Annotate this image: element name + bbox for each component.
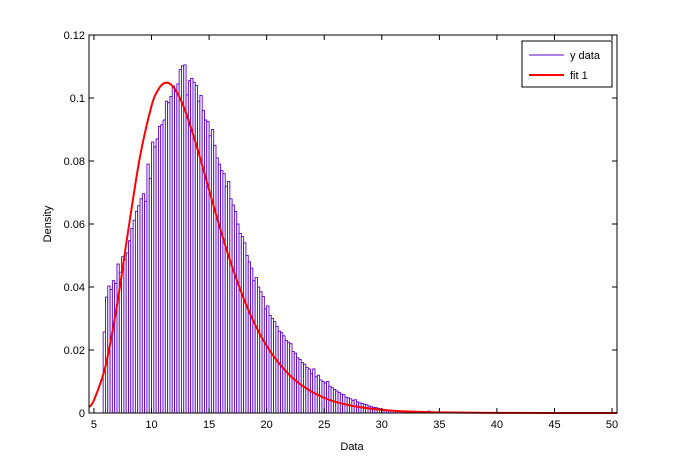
y-tick-label: 0.1 xyxy=(70,93,85,105)
y-tick-label: 0.08 xyxy=(64,156,85,168)
y-tick-label: 0.06 xyxy=(64,219,85,231)
x-tick-label: 30 xyxy=(376,419,388,431)
x-tick-label: 15 xyxy=(203,419,215,431)
y-tick-label: 0 xyxy=(79,408,85,420)
x-tick-label: 25 xyxy=(318,419,330,431)
x-axis-label: Data xyxy=(340,441,364,453)
x-tick-label: 45 xyxy=(548,419,560,431)
x-tick-label: 10 xyxy=(145,419,157,431)
y-tick-label: 0.02 xyxy=(64,345,85,357)
x-tick-label: 35 xyxy=(433,419,445,431)
legend[interactable]: y data fit 1 xyxy=(521,40,613,88)
axis-ticks: 5 10 15 20 25 30 35 40 45 50 0 0.02 0.04 0.06 0.08 0.1 0… xyxy=(64,30,619,431)
x-tick-label: 20 xyxy=(261,419,273,431)
legend-box xyxy=(521,40,613,88)
legend-label-fit: fit 1 xyxy=(570,70,588,82)
legend-label-y-data: y data xyxy=(570,50,601,62)
fit-curve xyxy=(88,81,618,414)
x-tick-label: 40 xyxy=(491,419,503,431)
y-axis-label: Density xyxy=(42,205,54,242)
y-tick-label: 0.04 xyxy=(64,282,85,294)
x-tick-label: 5 xyxy=(91,419,97,431)
y-tick-label: 0.12 xyxy=(64,30,85,42)
plot-area: 5 10 15 20 25 30 35 40 45 50 0 0.02 0.04 0.06 0.08 0.1 0… xyxy=(64,30,619,431)
x-tick-label: 50 xyxy=(606,419,618,431)
